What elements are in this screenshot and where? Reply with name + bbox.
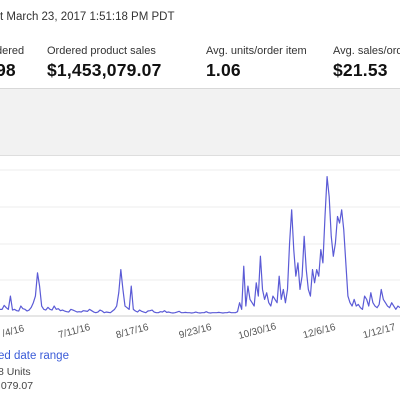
x-tick-label: 8/17/16 [115,322,150,341]
x-tick-label: 9/23/16 [178,322,213,341]
metric-value: 98 [0,60,16,80]
series-line [0,176,400,314]
chart-series [0,176,400,314]
metric-value: $21.53 [333,60,388,80]
x-tick-label: 7/11/16 [57,322,92,341]
metric-label: Avg. sales/ord [333,45,400,57]
metric-label: dered [0,45,25,57]
chart-x-axis: /4/16 7/11/16 8/17/16 9/23/16 10/30/16 12/6/1… [1,321,397,342]
chart-legend: ed date range 8 Units ,079.07 [0,348,400,400]
metric-ordered-product-sales: Ordered product sales $1,453,079.07 [47,45,162,81]
chart-gridlines [0,169,400,317]
sales-line-chart: /4/16 7/11/16 8/17/16 9/23/16 10/30/16 12/6/1… [0,169,400,342]
metric-ordered: dered 98 [0,45,24,81]
metric-label: Avg. units/order item [206,45,307,57]
report-header: t March 23, 2017 1:51:18 PM PDT [0,0,400,37]
legend-units: 8 Units [0,366,31,378]
legend-sales: ,079.07 [0,380,34,392]
metrics-divider [0,88,400,89]
x-tick-label: 12/6/16 [302,322,337,341]
metric-label: Ordered product sales [47,45,156,57]
legend-date-range[interactable]: ed date range [0,350,69,362]
metric-avg-sales-per-order: Avg. sales/ord $21.53 [333,45,400,81]
metric-value: 1.06 [206,60,241,80]
x-tick-label: /4/16 [1,323,26,339]
metric-avg-units-per-order-item: Avg. units/order item 1.06 [206,45,307,81]
last-updated-text: t March 23, 2017 1:51:18 PM PDT [0,11,175,23]
x-tick-label: 10/30/16 [237,321,278,342]
chart-toolbar-band [0,89,400,156]
x-tick-label: 1/12/17 [362,322,397,341]
metric-value: $1,453,079.07 [47,60,162,80]
metrics-row: dered 98 Ordered product sales $1,453,07… [0,36,400,84]
